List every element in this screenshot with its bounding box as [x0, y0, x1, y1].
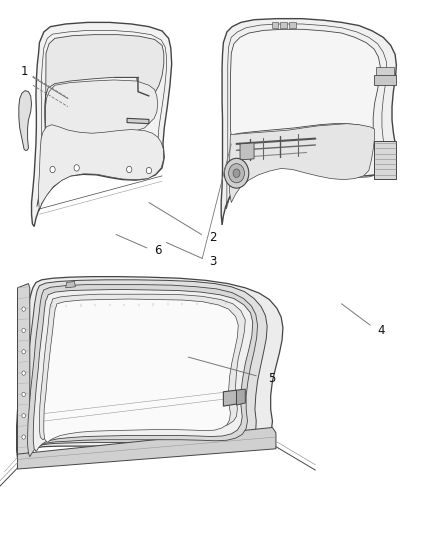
Polygon shape	[221, 19, 396, 225]
Circle shape	[22, 371, 25, 375]
Polygon shape	[28, 285, 258, 457]
Circle shape	[22, 328, 25, 333]
Circle shape	[22, 307, 25, 311]
Polygon shape	[66, 281, 75, 288]
Polygon shape	[240, 143, 254, 160]
Circle shape	[74, 165, 79, 171]
Text: 2: 2	[208, 231, 216, 244]
Polygon shape	[44, 80, 158, 139]
Polygon shape	[44, 299, 238, 442]
Polygon shape	[237, 389, 245, 405]
Circle shape	[229, 164, 244, 183]
Polygon shape	[223, 390, 237, 406]
Circle shape	[146, 167, 152, 174]
Polygon shape	[39, 125, 163, 211]
Circle shape	[22, 435, 25, 439]
Polygon shape	[374, 75, 396, 85]
Text: 4: 4	[377, 324, 385, 337]
Circle shape	[22, 414, 25, 418]
Polygon shape	[18, 284, 30, 456]
Polygon shape	[374, 141, 396, 179]
Polygon shape	[19, 91, 32, 150]
Polygon shape	[32, 22, 172, 227]
Circle shape	[50, 166, 55, 173]
Text: 5: 5	[268, 372, 275, 385]
Polygon shape	[22, 280, 267, 458]
Polygon shape	[230, 124, 374, 203]
Circle shape	[127, 166, 132, 173]
Polygon shape	[127, 118, 149, 124]
Circle shape	[22, 392, 25, 397]
Circle shape	[233, 169, 240, 177]
Polygon shape	[280, 22, 287, 28]
Polygon shape	[272, 22, 278, 28]
Polygon shape	[17, 277, 283, 464]
Circle shape	[22, 350, 25, 354]
Polygon shape	[376, 67, 394, 75]
Text: 6: 6	[154, 244, 162, 257]
Circle shape	[224, 158, 249, 188]
Text: 3: 3	[209, 255, 216, 268]
Polygon shape	[45, 35, 164, 139]
Polygon shape	[18, 427, 276, 469]
Text: 1: 1	[20, 66, 28, 78]
Polygon shape	[33, 289, 253, 451]
Polygon shape	[289, 22, 296, 28]
Polygon shape	[230, 29, 380, 136]
Polygon shape	[39, 294, 245, 440]
